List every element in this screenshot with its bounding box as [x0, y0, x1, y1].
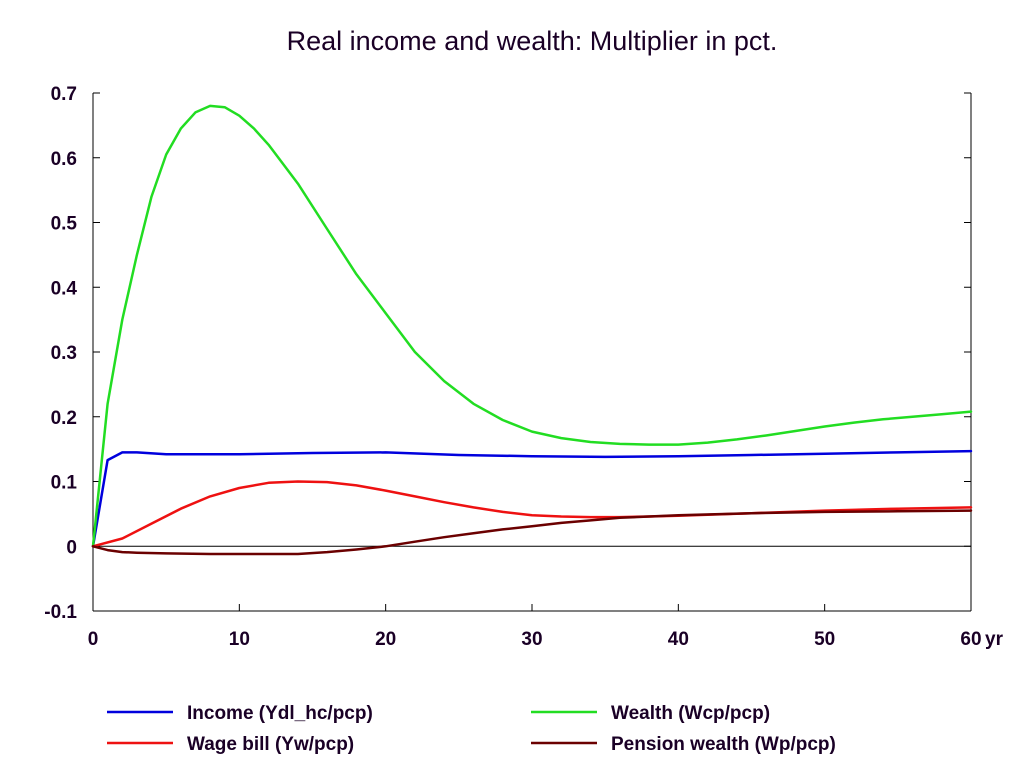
- legend-label-2: Wage bill (Yw/pcp): [187, 734, 354, 755]
- x-tick-label-5: 50: [814, 629, 835, 650]
- x-tick-label-1: 10: [229, 629, 250, 650]
- series-line-1: [91, 104, 973, 548]
- y-axis: -0.1 0 0.1 0.2 0.3 0.4 0.5 0.6 0.7: [44, 84, 971, 623]
- series-layer: [91, 104, 973, 556]
- y-tick-label-7: 0.6: [51, 149, 77, 170]
- series-line-3: [91, 509, 973, 556]
- x-axis: 0 10 20 30 40 50 60 yr: [88, 604, 1004, 650]
- legend-label-3: Pension wealth (Wp/pcp): [611, 734, 836, 755]
- x-tick-label-4: 40: [668, 629, 689, 650]
- x-tick-label-0: 0: [88, 629, 99, 650]
- y-tick-label-2: 0.1: [51, 473, 78, 494]
- x-tick-label-6: 60: [960, 629, 981, 650]
- y-tick-label-3: 0.2: [51, 408, 77, 429]
- legend: Income (Ydl_hc/pcp) Wealth (Wcp/pcp) Wage …: [107, 703, 836, 755]
- y-tick-label-0: -0.1: [44, 602, 77, 623]
- legend-label-1: Wealth (Wcp/pcp): [611, 703, 770, 724]
- y-tick-label-8: 0.7: [51, 84, 77, 105]
- plot-frame: [92, 93, 972, 612]
- series-line-0: [91, 449, 973, 548]
- chart-title: Real income and wealth: Multiplier in pc…: [287, 26, 778, 56]
- legend-label-0: Income (Ydl_hc/pcp): [187, 703, 373, 724]
- y-tick-label-5: 0.4: [51, 278, 78, 299]
- x-tick-label-3: 30: [521, 629, 542, 650]
- y-tick-label-6: 0.5: [51, 214, 78, 235]
- y-tick-label-4: 0.3: [51, 343, 77, 364]
- series-line-2: [91, 480, 973, 548]
- x-tick-label-2: 20: [375, 629, 396, 650]
- x-unit-label: yr: [985, 629, 1004, 650]
- y-tick-label-1: 0: [66, 537, 77, 558]
